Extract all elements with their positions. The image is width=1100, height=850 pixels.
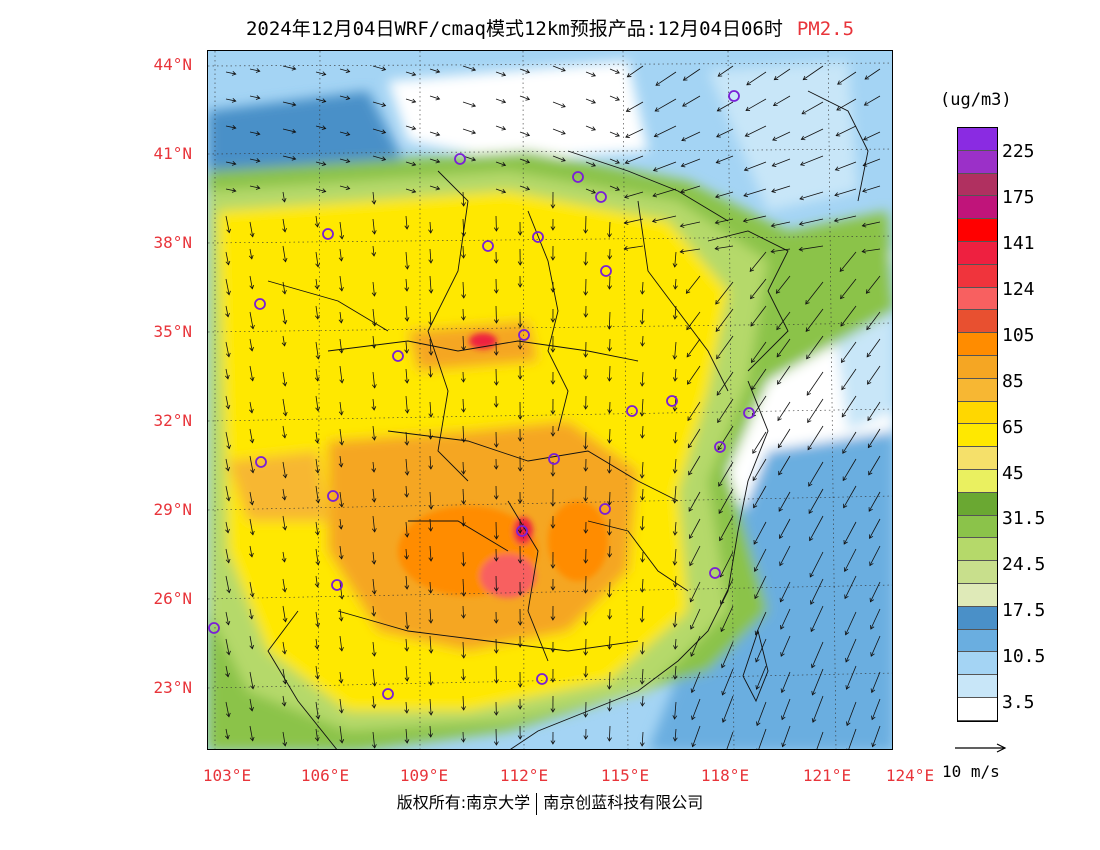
copyright-owner: 版权所有:南京大学 (396, 793, 531, 812)
legend-swatch (958, 287, 997, 311)
legend-swatch (958, 424, 997, 448)
legend-swatch (958, 219, 997, 242)
legend-swatch (958, 675, 997, 698)
concentration-field (208, 61, 892, 749)
species-label: PM2.5 (796, 18, 855, 40)
legend-swatch (958, 150, 997, 174)
legend-swatch (958, 401, 997, 425)
legend-swatch (958, 652, 997, 676)
legend-value: 31.5 (1002, 508, 1046, 529)
legend-value: 3.5 (1002, 692, 1035, 713)
legend-swatch (958, 264, 997, 288)
legend-swatch (958, 447, 997, 470)
title-text: 2024年12月04日WRF/cmaq模式12km预报产品:12月04日06时 (245, 18, 783, 40)
lon-label: 106°E (300, 766, 350, 785)
lon-label: 109°E (399, 766, 449, 785)
lat-label: 35°N (153, 322, 192, 341)
lat-label: 32°N (153, 411, 192, 430)
legend-swatch (958, 561, 997, 584)
legend-value: 124 (1002, 279, 1035, 300)
legend-value: 141 (1002, 233, 1035, 254)
legend-value: 85 (1002, 371, 1024, 392)
legend-value: 24.5 (1002, 554, 1046, 575)
legend-unit: (ug/m3) (940, 90, 1012, 110)
legend-value: 105 (1002, 325, 1035, 346)
legend-swatch (958, 128, 997, 151)
legend-value: 17.5 (1002, 600, 1046, 621)
copyright-separator (536, 792, 538, 815)
legend-swatch (958, 492, 997, 516)
legend-swatch (958, 606, 997, 630)
legend-swatch (958, 629, 997, 653)
lon-label: 112°E (499, 766, 549, 785)
map-canvas (208, 51, 892, 749)
legend-swatch (958, 469, 997, 493)
legend-swatch (958, 515, 997, 539)
lon-label: 121°E (802, 766, 852, 785)
lat-label: 26°N (153, 589, 192, 608)
legend-swatch (958, 196, 997, 220)
legend-swatch (958, 355, 997, 379)
hotspots (398, 333, 608, 598)
legend-value: 45 (1002, 463, 1024, 484)
lon-label: 124°E (885, 766, 935, 785)
wind-reference-arrow (955, 743, 1007, 753)
lat-label: 29°N (153, 500, 192, 519)
legend-swatch (958, 697, 997, 721)
wind-vectors (224, 65, 881, 749)
pm25-map (207, 50, 893, 750)
copyright: 版权所有:南京大学 南京创蓝科技有限公司 (0, 789, 1100, 815)
legend-swatch (958, 538, 997, 562)
copyright-company: 南京创蓝科技有限公司 (543, 793, 704, 812)
legend-value: 225 (1002, 141, 1035, 162)
color-legend (957, 127, 998, 722)
legend-swatch (958, 310, 997, 334)
lon-label: 115°E (600, 766, 650, 785)
lat-label: 44°N (153, 55, 192, 74)
lat-label: 23°N (153, 678, 192, 697)
legend-swatch (958, 583, 997, 607)
legend-value: 10.5 (1002, 646, 1046, 667)
lon-label: 103°E (202, 766, 252, 785)
legend-value: 65 (1002, 417, 1024, 438)
city-markers (208, 90, 755, 700)
legend-swatch (958, 378, 997, 402)
legend-swatch (958, 173, 997, 197)
legend-swatch (958, 241, 997, 265)
lat-label: 41°N (153, 144, 192, 163)
legend-value: 175 (1002, 187, 1035, 208)
lat-label: 38°N (153, 233, 192, 252)
lon-label: 118°E (700, 766, 750, 785)
legend-swatch (958, 333, 997, 356)
map-title: 2024年12月04日WRF/cmaq模式12km预报产品:12月04日06时 P… (0, 14, 1100, 41)
wind-reference-label: 10 m/s (942, 762, 1000, 781)
